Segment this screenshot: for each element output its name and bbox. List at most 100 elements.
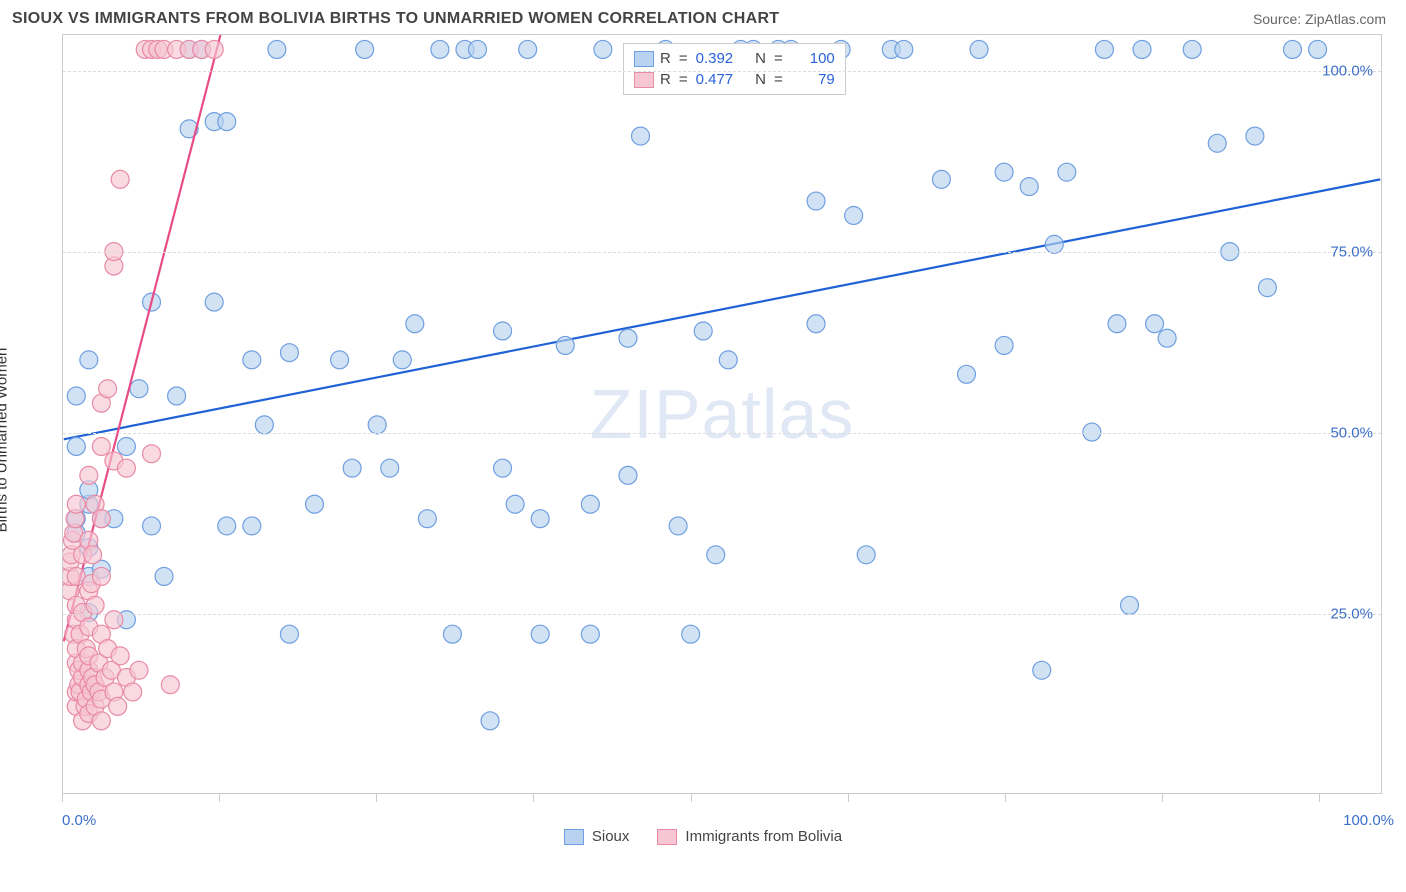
data-point — [117, 459, 135, 477]
data-point — [381, 459, 399, 477]
data-point — [143, 445, 161, 463]
regression-line — [64, 179, 1381, 439]
x-tick — [376, 794, 377, 802]
data-point — [218, 113, 236, 131]
chart-container: Births to Unmarried Women ZIPatlas R=0.3… — [12, 34, 1394, 845]
data-point — [970, 40, 988, 58]
data-point — [1083, 423, 1101, 441]
source-prefix: Source: — [1253, 11, 1305, 27]
data-point — [1258, 279, 1276, 297]
data-point — [1183, 40, 1201, 58]
data-point — [218, 517, 236, 535]
x-tick — [691, 794, 692, 802]
x-tick — [533, 794, 534, 802]
data-point — [1246, 127, 1264, 145]
data-point — [845, 206, 863, 224]
data-point — [84, 546, 102, 564]
correlation-legend: R=0.392N=100R=0.477N=79 — [623, 43, 846, 95]
data-point — [205, 40, 223, 58]
data-point — [932, 170, 950, 188]
data-point — [356, 40, 374, 58]
data-point — [1033, 661, 1051, 679]
data-point — [161, 676, 179, 694]
data-point — [469, 40, 487, 58]
data-point — [130, 380, 148, 398]
data-point — [99, 380, 117, 398]
data-point — [857, 546, 875, 564]
data-point — [481, 712, 499, 730]
data-point — [632, 127, 650, 145]
data-point — [807, 315, 825, 333]
x-tick — [1162, 794, 1163, 802]
data-point — [1309, 40, 1327, 58]
data-point — [995, 336, 1013, 354]
data-point — [1058, 163, 1076, 181]
data-point — [80, 351, 98, 369]
data-point — [331, 351, 349, 369]
series-name: Immigrants from Bolivia — [685, 828, 842, 845]
x-tick — [62, 794, 63, 802]
data-point — [124, 683, 142, 701]
data-point — [205, 293, 223, 311]
series-legend-item: Immigrants from Bolivia — [657, 828, 842, 845]
data-point — [519, 40, 537, 58]
data-point — [168, 387, 186, 405]
legend-n-label: N — [755, 50, 766, 67]
data-point — [1133, 40, 1151, 58]
data-point — [243, 517, 261, 535]
series-legend: Sioux Immigrants from Bolivia — [12, 828, 1394, 845]
data-point — [669, 517, 687, 535]
data-point — [1108, 315, 1126, 333]
legend-r-label: R — [660, 50, 671, 67]
data-point — [306, 495, 324, 513]
data-point — [594, 40, 612, 58]
data-point — [268, 40, 286, 58]
data-point — [1208, 134, 1226, 152]
data-point — [111, 170, 129, 188]
data-point — [494, 322, 512, 340]
data-point — [109, 697, 127, 715]
data-point — [1095, 40, 1113, 58]
data-point — [406, 315, 424, 333]
data-point — [67, 387, 85, 405]
data-point — [895, 40, 913, 58]
x-tick — [848, 794, 849, 802]
x-tick — [1319, 794, 1320, 802]
data-point — [581, 495, 599, 513]
data-point — [1045, 235, 1063, 253]
data-point — [255, 416, 273, 434]
y-tick-label: 100.0% — [1322, 63, 1373, 80]
data-point — [343, 459, 361, 477]
data-point — [86, 596, 104, 614]
data-point — [1146, 315, 1164, 333]
y-axis-label: Births to Unmarried Women — [0, 347, 11, 532]
data-point — [1158, 329, 1176, 347]
data-point — [280, 625, 298, 643]
source-link[interactable]: ZipAtlas.com — [1305, 11, 1386, 27]
legend-r-value: 0.477 — [696, 71, 734, 88]
data-point — [280, 344, 298, 362]
data-point — [143, 517, 161, 535]
data-point — [506, 495, 524, 513]
data-point — [995, 163, 1013, 181]
data-point — [581, 625, 599, 643]
data-point — [111, 647, 129, 665]
data-point — [117, 438, 135, 456]
data-point — [694, 322, 712, 340]
series-name: Sioux — [592, 828, 630, 845]
data-point — [958, 365, 976, 383]
data-point — [155, 567, 173, 585]
legend-n-value: 79 — [791, 71, 835, 88]
y-tick-label: 75.0% — [1330, 244, 1373, 261]
data-point — [707, 546, 725, 564]
data-point — [418, 510, 436, 528]
gridline — [63, 71, 1381, 72]
x-max-label: 100.0% — [1343, 812, 1394, 829]
y-tick-label: 25.0% — [1330, 606, 1373, 623]
scatter-svg — [63, 35, 1381, 793]
legend-swatch — [634, 72, 654, 88]
data-point — [1121, 596, 1139, 614]
gridline — [63, 433, 1381, 434]
data-point — [443, 625, 461, 643]
data-point — [92, 438, 110, 456]
